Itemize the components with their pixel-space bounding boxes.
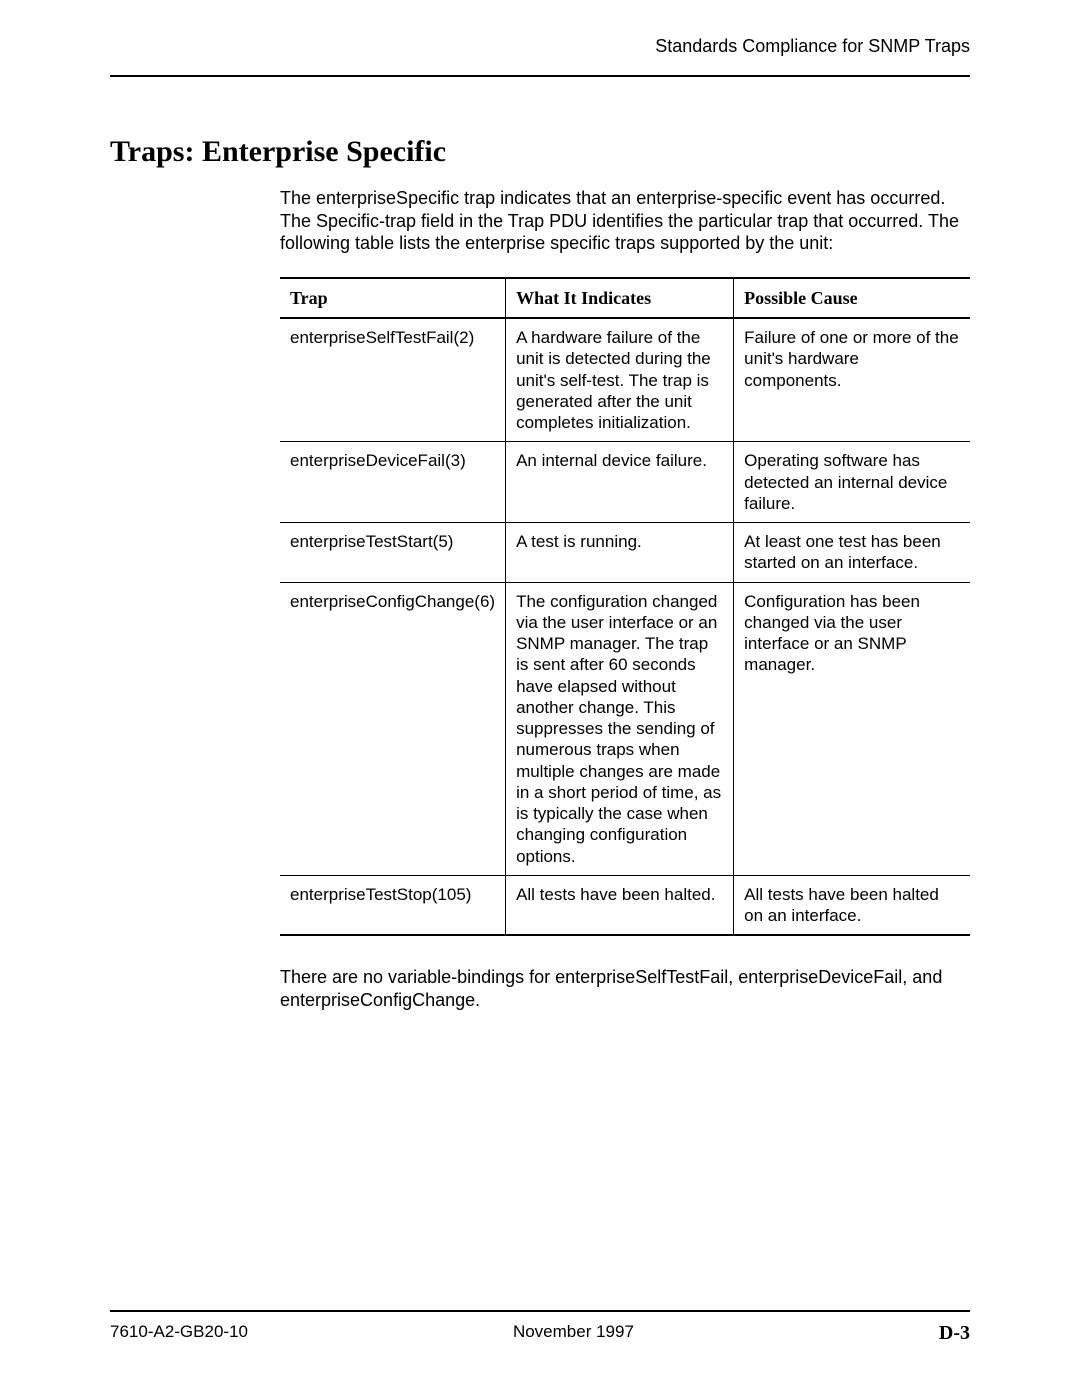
col-header-trap: Trap [280, 278, 506, 319]
table-row: enterpriseSelfTestFail(2) A hardware fai… [280, 318, 970, 442]
page: Standards Compliance for SNMP Traps Trap… [0, 0, 1080, 1397]
header-rule [110, 75, 970, 77]
table-header-row: Trap What It Indicates Possible Cause [280, 278, 970, 319]
running-header: Standards Compliance for SNMP Traps [110, 36, 970, 57]
cell-trap: enterpriseConfigChange(6) [280, 582, 506, 875]
cell-indicates: All tests have been halted. [506, 875, 734, 935]
traps-table: Trap What It Indicates Possible Cause en… [280, 277, 970, 937]
section-intro: The enterpriseSpecific trap indicates th… [280, 187, 970, 255]
cell-indicates: An internal device failure. [506, 442, 734, 523]
cell-indicates: The configuration changed via the user i… [506, 582, 734, 875]
table-row: enterpriseTestStart(5) A test is running… [280, 523, 970, 583]
after-table-note: There are no variable-bindings for enter… [280, 966, 970, 1011]
cell-trap: enterpriseTestStop(105) [280, 875, 506, 935]
cell-trap: enterpriseTestStart(5) [280, 523, 506, 583]
table-row: enterpriseDeviceFail(3) An internal devi… [280, 442, 970, 523]
footer-page-number: D-3 [939, 1322, 970, 1345]
cell-indicates: A test is running. [506, 523, 734, 583]
table-row: enterpriseTestStop(105) All tests have b… [280, 875, 970, 935]
cell-cause: At least one test has been started on an… [734, 523, 970, 583]
cell-trap: enterpriseDeviceFail(3) [280, 442, 506, 523]
cell-cause: Failure of one or more of the unit's har… [734, 318, 970, 442]
cell-cause: Configuration has been changed via the u… [734, 582, 970, 875]
cell-indicates: A hardware failure of the unit is detect… [506, 318, 734, 442]
cell-cause: Operating software has detected an inter… [734, 442, 970, 523]
col-header-indicates: What It Indicates [506, 278, 734, 319]
col-header-cause: Possible Cause [734, 278, 970, 319]
cell-cause: All tests have been halted on an interfa… [734, 875, 970, 935]
cell-trap: enterpriseSelfTestFail(2) [280, 318, 506, 442]
table-row: enterpriseConfigChange(6) The configurat… [280, 582, 970, 875]
page-footer: 7610-A2-GB20-10 November 1997 D-3 [110, 1310, 970, 1345]
footer-date: November 1997 [208, 1322, 939, 1345]
section-title: Traps: Enterprise Specific [110, 135, 970, 169]
